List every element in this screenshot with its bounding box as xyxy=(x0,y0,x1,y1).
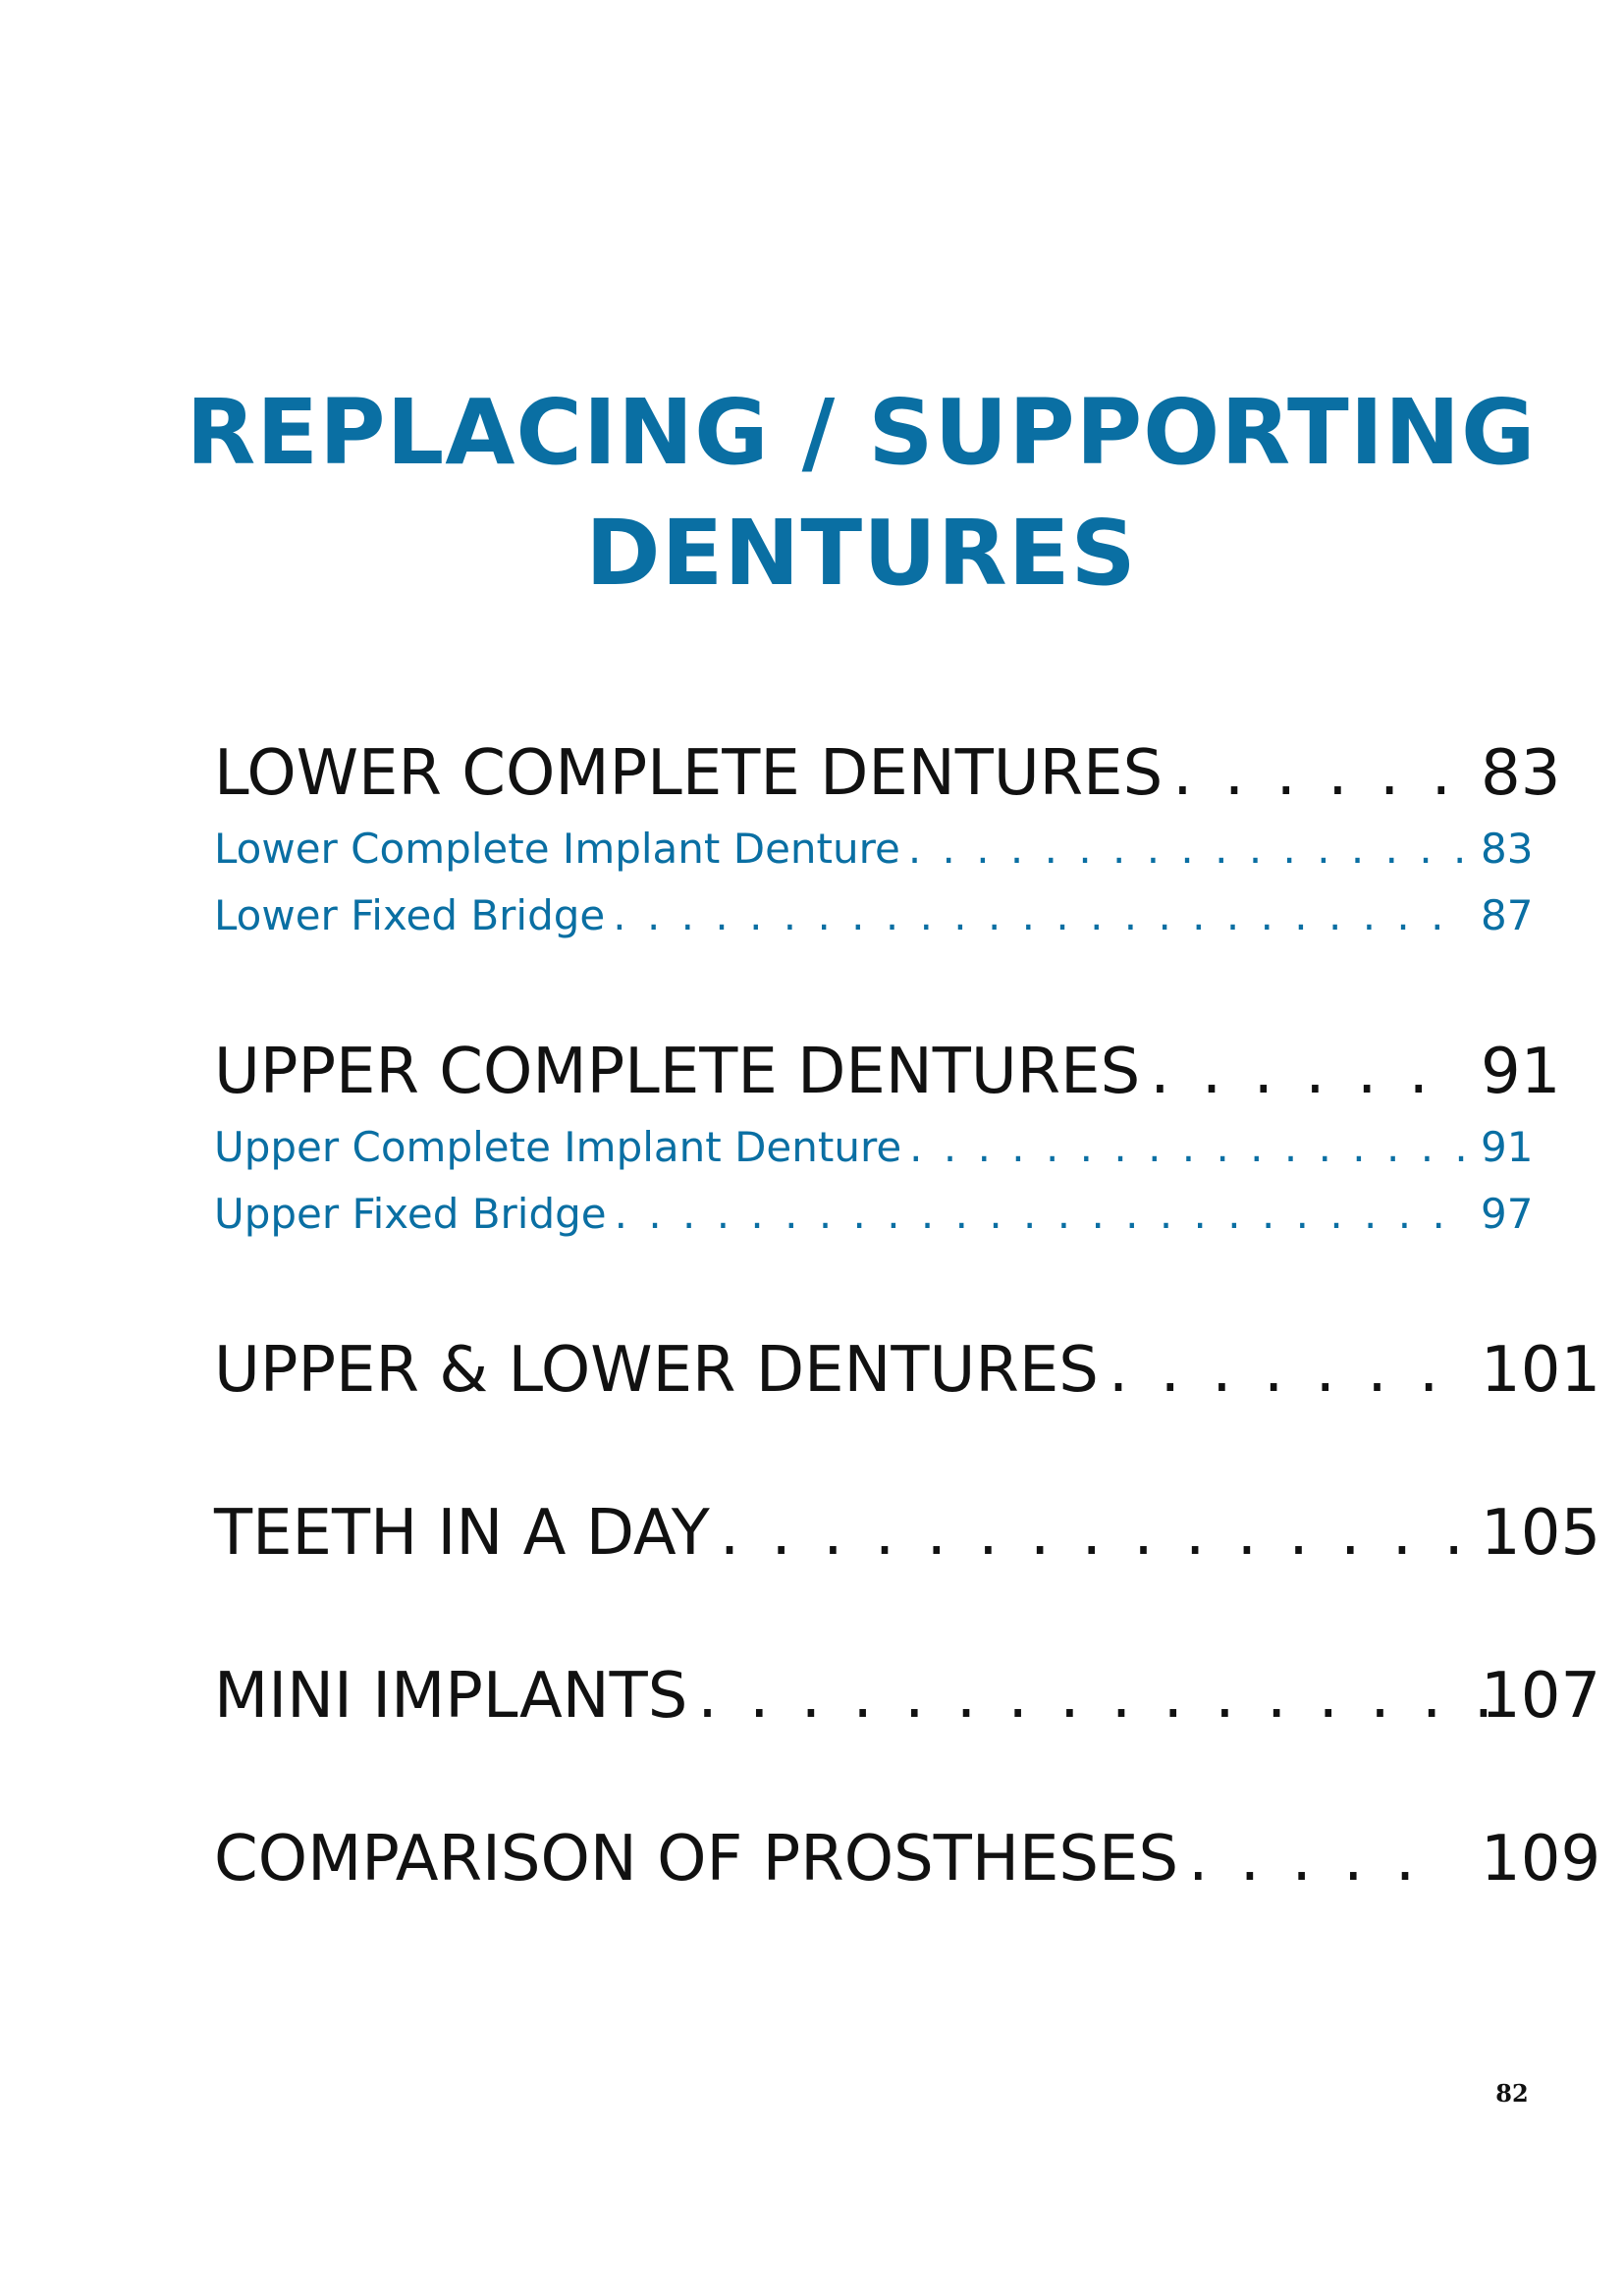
toc-page-number: 105 xyxy=(1481,1497,1601,1570)
toc-entry-upper-lower-dentures[interactable]: UPPER & LOWER DENTURES. . . . . . . 101 xyxy=(214,1331,1600,1410)
toc-entry-label: COMPARISON OF PROSTHESES xyxy=(214,1823,1179,1896)
dot-leader: . . . . . . . . . . . . . . . . . xyxy=(909,1123,1472,1171)
toc-subentry-label: Upper Complete Implant Denture xyxy=(214,1123,902,1171)
toc-page-number: 97 xyxy=(1481,1190,1534,1238)
dot-leader: . . . . . . . . . . . . . . . . . . . . … xyxy=(613,891,1448,939)
toc-entry-upper-complete-dentures[interactable]: UPPER COMPLETE DENTURES. . . . . . 91 xyxy=(214,1033,1560,1111)
toc-page-number: 87 xyxy=(1481,891,1534,939)
toc-entry-label: UPPER COMPLETE DENTURES xyxy=(214,1036,1141,1108)
toc-subentry-label: Lower Complete Implant Denture xyxy=(214,825,900,873)
dot-leader: . . . . . . . xyxy=(1108,1334,1445,1407)
toc-entry-comparison-of-prostheses[interactable]: COMPARISON OF PROSTHESES. . . . . 109 xyxy=(214,1820,1600,1898)
toc-page-number: 107 xyxy=(1481,1660,1601,1733)
dot-leader: . . . . . xyxy=(1188,1823,1422,1896)
toc-entry-label: TEETH IN A DAY xyxy=(214,1497,710,1570)
toc-page-number: 91 xyxy=(1481,1036,1561,1108)
toc-page-number: 83 xyxy=(1481,825,1534,873)
toc-page-number: 101 xyxy=(1481,1334,1601,1407)
toc-subentry-lower-fixed-bridge[interactable]: Lower Fixed Bridge. . . . . . . . . . . … xyxy=(214,889,1533,942)
toc-page-number: 109 xyxy=(1481,1823,1601,1896)
dot-leader: . . . . . . xyxy=(1150,1036,1435,1108)
footer-page-number: 82 xyxy=(1495,2079,1529,2108)
toc-subentry-upper-complete-implant-denture[interactable]: Upper Complete Implant Denture. . . . . … xyxy=(214,1121,1533,1174)
toc-page-number: 91 xyxy=(1481,1123,1534,1171)
dot-leader: . . . . . . . . . . . . . . . . . xyxy=(907,825,1471,873)
toc-subentry-lower-complete-implant-denture[interactable]: Lower Complete Implant Denture. . . . . … xyxy=(214,823,1533,876)
toc-subentry-label: Upper Fixed Bridge xyxy=(214,1190,607,1238)
toc-entry-label: MINI IMPLANTS xyxy=(214,1660,688,1733)
toc-subentry-upper-fixed-bridge[interactable]: Upper Fixed Bridge. . . . . . . . . . . … xyxy=(214,1188,1533,1241)
toc-entry-label: LOWER COMPLETE DENTURES xyxy=(214,737,1164,810)
dot-leader: . . . . . . . . . . . . . . . xyxy=(719,1497,1470,1570)
page-title-line-2: DENTURES xyxy=(585,501,1137,606)
dot-leader: . . . . . . . . . . . . . . . . . . . . … xyxy=(614,1190,1449,1238)
toc-subentry-label: Lower Fixed Bridge xyxy=(214,891,606,939)
toc-entry-teeth-in-a-day[interactable]: TEETH IN A DAY. . . . . . . . . . . . . … xyxy=(214,1494,1600,1573)
toc-page-number: 83 xyxy=(1481,737,1561,810)
toc-entry-mini-implants[interactable]: MINI IMPLANTS. . . . . . . . . . . . . .… xyxy=(214,1657,1600,1735)
dot-leader: . . . . . . . . . . . . . . . . xyxy=(697,1660,1500,1733)
toc-entry-lower-complete-dentures[interactable]: LOWER COMPLETE DENTURES. . . . . . 83 xyxy=(214,734,1560,813)
dot-leader: . . . . . . xyxy=(1172,737,1457,810)
toc-entry-label: UPPER & LOWER DENTURES xyxy=(214,1334,1099,1407)
page-title-line-1: REPLACING / SUPPORTING xyxy=(186,380,1537,485)
